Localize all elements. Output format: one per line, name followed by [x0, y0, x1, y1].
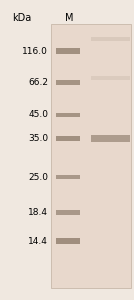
- FancyBboxPatch shape: [56, 48, 80, 54]
- Text: 116.0: 116.0: [22, 46, 48, 56]
- Text: 14.4: 14.4: [28, 237, 48, 246]
- FancyBboxPatch shape: [91, 76, 130, 80]
- FancyBboxPatch shape: [56, 238, 80, 244]
- FancyBboxPatch shape: [56, 80, 80, 85]
- Text: kDa: kDa: [12, 13, 31, 23]
- FancyBboxPatch shape: [56, 136, 80, 141]
- FancyBboxPatch shape: [91, 37, 130, 41]
- Text: 66.2: 66.2: [28, 78, 48, 87]
- FancyBboxPatch shape: [91, 135, 130, 142]
- FancyBboxPatch shape: [51, 24, 131, 288]
- Text: M: M: [65, 13, 74, 23]
- Text: 35.0: 35.0: [28, 134, 48, 143]
- FancyBboxPatch shape: [56, 175, 80, 179]
- FancyBboxPatch shape: [56, 210, 80, 215]
- FancyBboxPatch shape: [56, 112, 80, 117]
- Text: 18.4: 18.4: [28, 208, 48, 217]
- Text: 25.0: 25.0: [28, 172, 48, 182]
- Text: 45.0: 45.0: [28, 110, 48, 119]
